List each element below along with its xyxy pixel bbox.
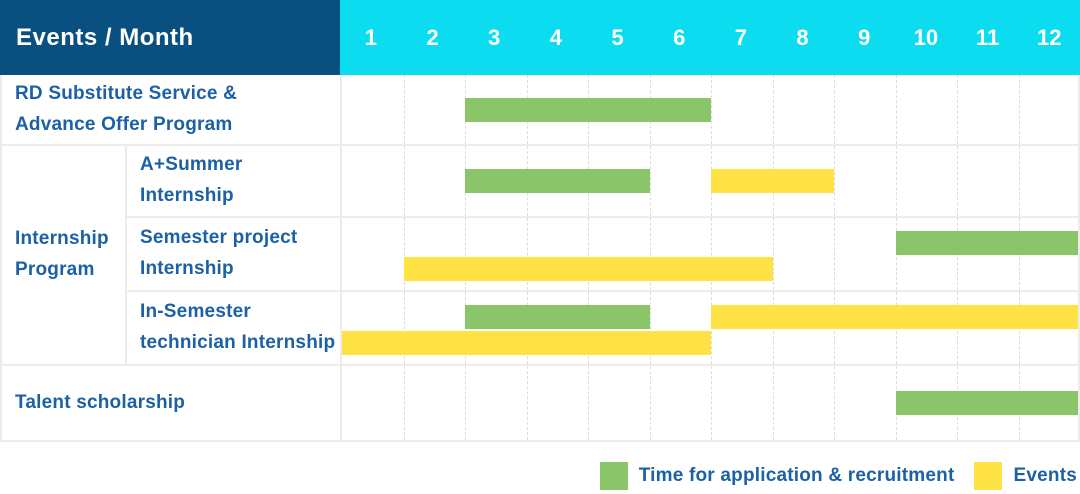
month-header-9: 9: [858, 24, 871, 50]
month-gridline: [403, 146, 405, 216]
month-header-2: 2: [426, 24, 439, 50]
row-label-line: A+Summer: [140, 154, 243, 176]
month-gridline: [895, 75, 897, 144]
row-timeline-semester-project-internship: [340, 218, 1080, 292]
row-timeline-talent-scholarship: [340, 366, 1080, 442]
month-gridline: [465, 366, 466, 440]
table-title: Events / Month: [16, 23, 194, 51]
month-gridline: [1018, 146, 1020, 216]
event-bar: [711, 169, 834, 193]
gantt-body: RD Substitute Service & Advance Offer Pro…: [0, 75, 1080, 442]
event-bar: [342, 331, 711, 355]
month-gridline: [834, 75, 835, 144]
month-gridline: [711, 75, 712, 144]
month-gridline: [649, 218, 651, 290]
group-label-line: Program: [15, 259, 95, 280]
table-header-corner: Events / Month: [0, 0, 340, 75]
event-bar: [403, 257, 773, 281]
month-gridline: [465, 218, 466, 290]
row-label-talent-scholarship: Talent scholarship: [0, 366, 340, 442]
application-bar: [465, 305, 650, 329]
row-label-line: Talent scholarship: [15, 391, 186, 413]
month-gridline: [649, 366, 651, 440]
month-gridline: [895, 146, 897, 216]
month-gridline: [403, 75, 405, 144]
legend: Time for application & recruitment Events: [0, 462, 1080, 490]
legend-swatch-yellow: [974, 462, 1003, 490]
legend-swatch-green: [599, 462, 628, 490]
row-label-a-plus-summer-internship: A+Summer Internship: [125, 146, 340, 218]
legend-label-application: Time for application & recruitment: [638, 465, 955, 486]
month-header-1: 1: [364, 24, 377, 50]
month-gridline: [403, 218, 405, 290]
month-header-6: 6: [673, 24, 686, 50]
row-label-in-semester-technician-internship: In-Semester technician Internship: [125, 292, 340, 366]
month-header-8: 8: [796, 24, 809, 50]
month-header-10: 10: [913, 24, 939, 50]
row-label-line: Advance Offer Program: [15, 113, 233, 135]
row-label-line: Internship: [140, 185, 234, 206]
month-header-strip: 1 2 3 4 5 6 7 8 9 10 11 12: [340, 0, 1080, 75]
month-gridline: [649, 292, 651, 364]
application-bar: [895, 391, 1080, 415]
month-gridline: [834, 146, 835, 216]
month-header-3: 3: [488, 24, 501, 50]
month-gridline: [526, 218, 528, 290]
month-gridline: [403, 366, 405, 440]
event-bar: [711, 305, 1080, 329]
month-gridline: [957, 75, 958, 144]
row-label-line: technician Internship: [140, 332, 336, 353]
application-bar: [465, 169, 650, 193]
row-label-rd-substitute: RD Substitute Service & Advance Offer Pro…: [0, 75, 340, 146]
month-gridline: [711, 366, 712, 440]
row-label-line: In-Semester: [140, 301, 251, 323]
month-header-12: 12: [1036, 24, 1062, 50]
month-gridline: [957, 146, 958, 216]
month-header-4: 4: [549, 24, 562, 50]
row-timeline-a-plus-summer-internship: [340, 146, 1080, 218]
group-label-line: Internship: [15, 228, 109, 250]
table-header-row: Events / Month 1 2 3 4 5 6 7 8 9 10 11 12: [0, 0, 1080, 75]
month-header-7: 7: [734, 24, 747, 50]
row-label-line: RD Substitute Service &: [15, 82, 238, 104]
month-gridline: [649, 146, 651, 216]
row-label-semester-project-internship: Semester project Internship: [125, 218, 340, 292]
month-header-11: 11: [975, 24, 1000, 50]
month-gridline: [711, 218, 712, 290]
month-gridline: [772, 366, 774, 440]
gantt-table: Events / Month 1 2 3 4 5 6 7 8 9 10 11 12 RD Substi…: [0, 0, 1080, 442]
month-gridline: [772, 75, 774, 144]
month-gridline: [1018, 75, 1020, 144]
month-gridline: [834, 366, 835, 440]
month-gridline: [588, 218, 589, 290]
application-bar: [465, 97, 711, 122]
month-gridline: [588, 366, 589, 440]
row-label-line: Internship: [140, 258, 234, 279]
group-label-internship-program: Internship Program: [0, 146, 125, 366]
legend-label-event: Events: [1013, 465, 1077, 486]
month-gridline: [834, 218, 835, 290]
month-gridline: [772, 218, 774, 290]
application-bar: [895, 231, 1080, 255]
month-header-5: 5: [611, 24, 624, 50]
month-gridline: [403, 292, 405, 364]
legend-item-event: Events: [974, 462, 1077, 490]
row-timeline-in-semester-technician-internship: [340, 292, 1080, 366]
legend-item-application: Time for application & recruitment: [599, 462, 955, 490]
row-timeline-rd-substitute: [340, 75, 1080, 146]
row-label-line: Semester project: [140, 227, 298, 249]
month-gridline: [526, 366, 528, 440]
